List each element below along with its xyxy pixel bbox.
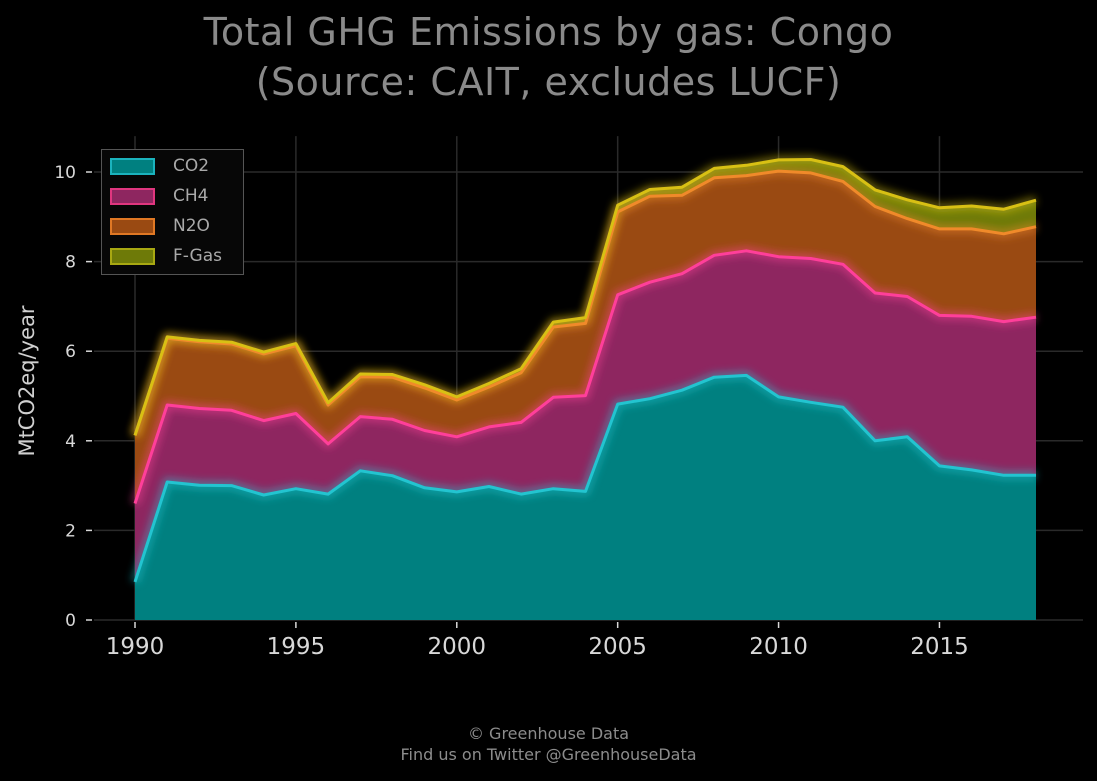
legend-item-ch4: CH4 (110, 185, 208, 207)
chart-title-line-2: (Source: CAIT, excludes LUCF) (255, 60, 842, 104)
y-tick-label-10: 10 (54, 163, 76, 183)
x-tick-label-2005: 2005 (588, 634, 647, 660)
x-tick-label-2015: 2015 (910, 634, 969, 660)
y-axis-label: MtCO2eq/year (15, 305, 39, 457)
footer-copyright: © Greenhouse Data (467, 724, 630, 743)
line-ch4 (133, 249, 1037, 504)
line-fgas (133, 158, 1037, 436)
legend-swatch-n2o (110, 217, 155, 235)
stacked-area-chart: 0 2 4 6 8 10 1990 1995 2000 2005 2010 2015 (54, 136, 1083, 660)
x-tick-label-1990: 1990 (106, 634, 165, 660)
y-tick-label-2: 2 (65, 521, 76, 541)
legend-item-co2: CO2 (110, 155, 209, 177)
y-tick-label-4: 4 (65, 432, 76, 452)
legend-swatch-fgas (110, 247, 155, 265)
line-co2 (133, 373, 1036, 583)
area-ch4 (135, 250, 1036, 582)
legend-swatch-co2 (110, 157, 155, 175)
legend-label-ch4: CH4 (173, 186, 209, 206)
legend-swatch-ch4 (110, 187, 155, 205)
x-tick-label-2000: 2000 (428, 634, 487, 660)
chart-title-line-1: Total GHG Emissions by gas: Congo (203, 10, 894, 54)
tick-layer: 0 2 4 6 8 10 1990 1995 2000 2005 2010 2015 (54, 163, 968, 660)
line-n2o (133, 169, 1037, 436)
y-tick-label-0: 0 (65, 611, 76, 631)
legend-item-fgas: F-Gas (110, 245, 222, 267)
x-tick-label-1995: 1995 (267, 634, 326, 660)
legend-item-n2o: N2O (110, 215, 210, 237)
legend: CO2 CH4 N2O F-Gas (101, 149, 244, 275)
line-layer (133, 158, 1037, 583)
legend-label-fgas: F-Gas (173, 246, 222, 266)
y-tick-label-6: 6 (65, 342, 76, 362)
legend-label-co2: CO2 (173, 156, 210, 176)
x-tick-label-2010: 2010 (749, 634, 808, 660)
area-co2 (135, 375, 1036, 620)
footer-twitter: Find us on Twitter @GreenhouseData (400, 745, 697, 764)
legend-label-n2o: N2O (173, 216, 210, 236)
y-tick-label-8: 8 (65, 253, 76, 273)
